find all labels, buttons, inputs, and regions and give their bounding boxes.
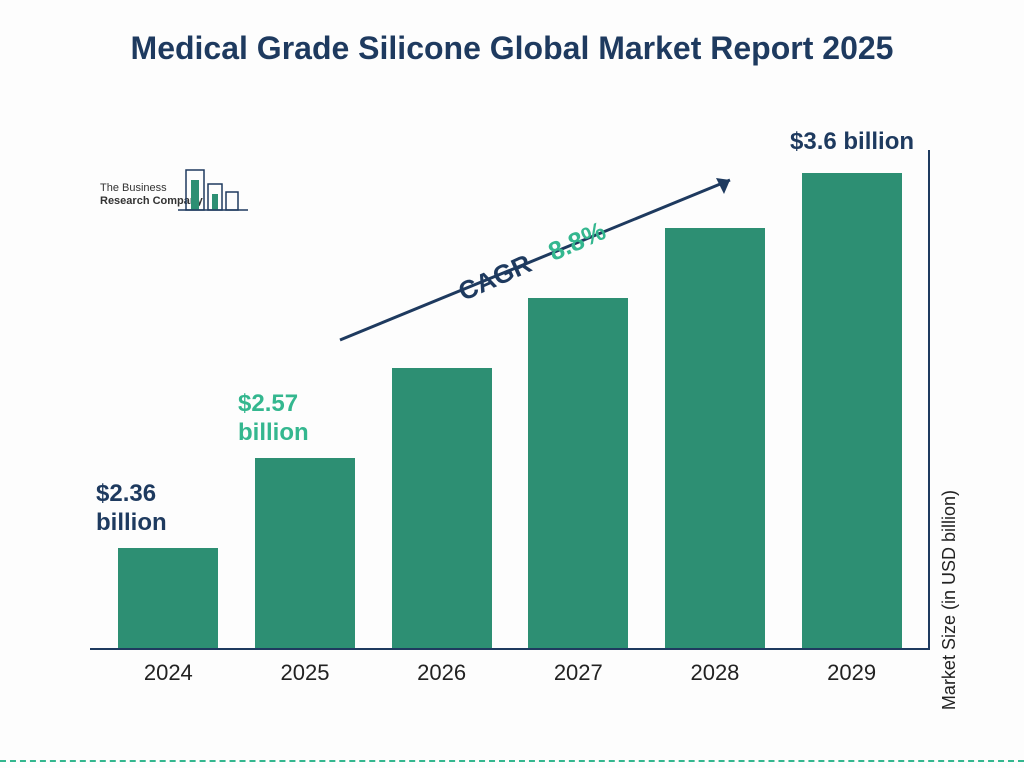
bar-2024 <box>118 548 218 648</box>
trend-arrow-icon <box>330 170 750 350</box>
annotation-second-value: $2.57 billion <box>238 390 348 448</box>
xlabel-4: 2028 <box>665 654 765 690</box>
xlabel-0: 2024 <box>118 654 218 690</box>
x-labels: 2024 2025 2026 2027 2028 2029 <box>90 654 930 690</box>
chart-title: Medical Grade Silicone Global Market Rep… <box>0 28 1024 68</box>
bottom-dashed-line <box>0 760 1024 762</box>
xlabel-5: 2029 <box>802 654 902 690</box>
annotation-last-value: $3.6 billion <box>790 128 914 157</box>
cagr-group: CAGR 8.8% <box>330 170 750 350</box>
x-axis-line <box>90 648 930 650</box>
bar-2026 <box>392 368 492 648</box>
xlabel-1: 2025 <box>255 654 355 690</box>
annotation-first-value: $2.36 billion <box>96 480 206 538</box>
xlabel-3: 2027 <box>528 654 628 690</box>
bar-2027 <box>528 298 628 648</box>
xlabel-2: 2026 <box>392 654 492 690</box>
bar-2029 <box>802 173 902 648</box>
y-axis-label: Market Size (in USD billion) <box>939 490 960 710</box>
bar-2025 <box>255 458 355 648</box>
